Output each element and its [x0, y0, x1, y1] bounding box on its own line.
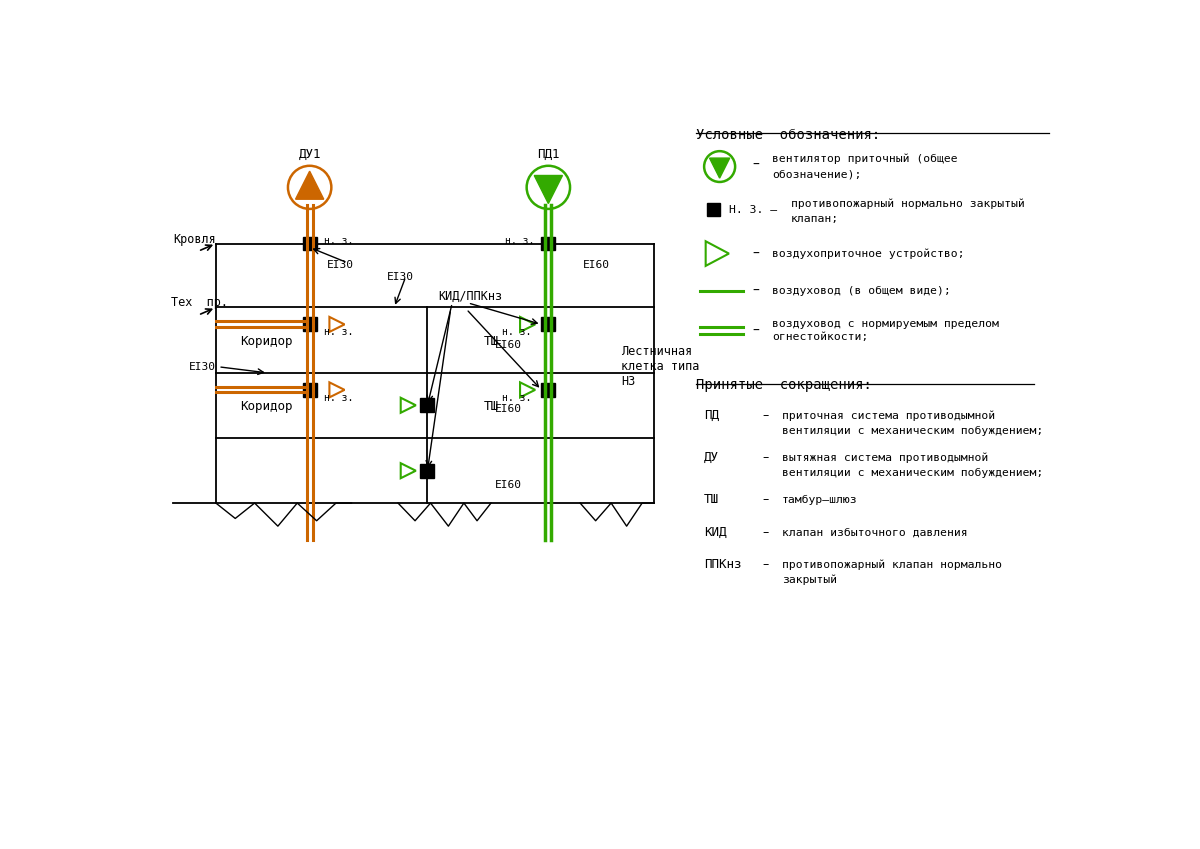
Text: противопожарный нормально закрытый: противопожарный нормально закрытый	[791, 199, 1025, 209]
Text: ЕI60: ЕI60	[582, 261, 610, 271]
Text: приточная система противодымной: приточная система противодымной	[781, 410, 995, 420]
Text: Тех  пр.: Тех пр.	[170, 296, 228, 309]
Text: ТШ: ТШ	[484, 335, 498, 348]
Text: –: –	[762, 493, 768, 507]
Bar	[302, 318, 317, 331]
Text: н. з.: н. з.	[324, 236, 353, 246]
Text: ППКнз: ППКнз	[704, 558, 742, 571]
Text: ПД1: ПД1	[538, 149, 559, 161]
Text: –: –	[762, 451, 768, 464]
Text: КИД/ППКнз: КИД/ППКнз	[438, 290, 503, 303]
Text: ЕI60: ЕI60	[494, 480, 522, 490]
Text: Н. З. –: Н. З. –	[728, 205, 778, 215]
Bar	[541, 383, 556, 396]
Text: клапан избыточного давления: клапан избыточного давления	[781, 527, 967, 537]
Text: –: –	[762, 408, 768, 422]
Polygon shape	[534, 176, 563, 204]
Text: –: –	[752, 158, 760, 172]
Text: н. з.: н. з.	[502, 327, 532, 337]
Text: обозначение);: обозначение);	[773, 169, 862, 179]
Text: Условные  обозначения:: Условные обозначения:	[696, 128, 881, 142]
Bar	[302, 383, 317, 396]
Text: –: –	[752, 323, 760, 338]
Text: ЕI30: ЕI30	[326, 261, 354, 271]
Text: ДУ: ДУ	[704, 451, 719, 464]
Text: тамбур–шлюз: тамбур–шлюз	[781, 495, 857, 505]
Text: вытяжная система противодымной: вытяжная система противодымной	[781, 453, 988, 463]
Text: вентилятор приточный (общее: вентилятор приточный (общее	[773, 154, 958, 164]
Text: н. з.: н. з.	[502, 392, 532, 402]
Text: вентиляции с механическим побуждением;: вентиляции с механическим побуждением;	[781, 468, 1043, 478]
Text: клапан;: клапан;	[791, 214, 839, 224]
Text: ЕI30: ЕI30	[188, 362, 216, 372]
Bar	[420, 464, 434, 478]
Text: ПД: ПД	[704, 408, 719, 422]
Text: огнестойкости;: огнестойкости;	[773, 333, 869, 342]
Text: ТШ: ТШ	[704, 493, 719, 507]
Text: ЕI60: ЕI60	[494, 404, 522, 414]
Polygon shape	[709, 158, 730, 178]
Text: ТШ: ТШ	[484, 400, 498, 413]
Text: Кровля: Кровля	[173, 233, 216, 246]
Text: –: –	[752, 246, 760, 261]
Text: вентиляции с механическим побуждением;: вентиляции с механическим побуждением;	[781, 425, 1043, 436]
Bar	[541, 237, 556, 250]
Text: противопожарный клапан нормально: противопожарный клапан нормально	[781, 559, 1002, 570]
Text: –: –	[762, 558, 768, 571]
Text: Коридор: Коридор	[240, 400, 293, 413]
Text: н. з.: н. з.	[505, 236, 534, 246]
Bar	[420, 398, 434, 413]
Text: –: –	[752, 284, 760, 297]
Bar	[707, 203, 720, 216]
Text: КИД: КИД	[704, 526, 727, 539]
Text: –: –	[762, 526, 768, 539]
Text: Коридор: Коридор	[240, 335, 293, 348]
Text: н. з.: н. з.	[324, 327, 353, 337]
Text: воздухоприточное устройство;: воздухоприточное устройство;	[773, 248, 965, 259]
Polygon shape	[295, 171, 324, 200]
Text: закрытый: закрытый	[781, 575, 836, 585]
Text: воздуховод (в общем виде);: воздуховод (в общем виде);	[773, 285, 952, 295]
Bar	[302, 237, 317, 250]
Text: ДУ1: ДУ1	[299, 149, 320, 161]
Text: ЕI30: ЕI30	[386, 272, 413, 282]
Text: Лестничная
клетка типа
Н3: Лестничная клетка типа Н3	[622, 346, 700, 388]
Bar	[541, 318, 556, 331]
Text: н. з.: н. з.	[324, 392, 353, 402]
Text: ЕI60: ЕI60	[494, 340, 522, 350]
Text: воздуховод с нормируемым пределом: воздуховод с нормируемым пределом	[773, 318, 1000, 329]
Text: Принятые  сокращения:: Принятые сокращения:	[696, 379, 872, 392]
